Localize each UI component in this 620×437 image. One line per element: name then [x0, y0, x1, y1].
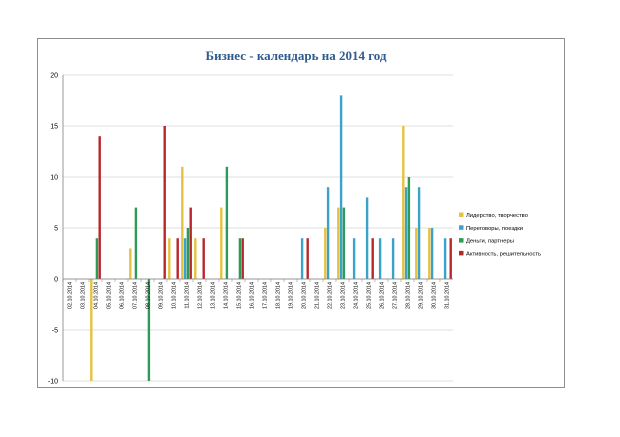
- chart: Бизнес - календарь на 2014 год -10 -5 0 5 10…: [48, 48, 541, 386]
- bar: [342, 207, 346, 279]
- gridlines: [63, 74, 453, 382]
- y-tick-label: 0: [54, 277, 58, 284]
- bar: [181, 166, 184, 279]
- x-tick-label: 30.10.2014: [432, 282, 438, 309]
- legend: Лидерство, творчество Переговоры, поездки…: [459, 212, 541, 257]
- bar: [134, 207, 138, 279]
- x-tick-label: 07.10.2014: [133, 282, 139, 309]
- y-tick-label: -5: [52, 328, 58, 335]
- bar: [391, 238, 395, 279]
- x-tick-label: 21.10.2014: [315, 282, 321, 309]
- bar: [238, 238, 242, 279]
- legend-label: Активность, решительность: [466, 251, 541, 257]
- x-tick-label: 12.10.2014: [198, 282, 204, 309]
- bar: [339, 95, 343, 280]
- bar: [402, 126, 405, 279]
- bar: [378, 238, 382, 279]
- x-tick-label: 25.10.2014: [367, 282, 373, 309]
- bar: [183, 238, 187, 279]
- x-tick-label: 31.10.2014: [445, 282, 451, 309]
- bar: [147, 279, 151, 381]
- bar: [189, 207, 192, 279]
- x-tick-label: 24.10.2014: [354, 282, 360, 309]
- chart-frame: Бизнес - календарь на 2014 год -10 -5 0 5 10…: [37, 38, 565, 388]
- legend-label: Переговоры, поездки: [466, 226, 523, 232]
- legend-swatch: [459, 250, 464, 256]
- bar: [90, 279, 93, 381]
- bar: [306, 238, 309, 279]
- bar: [95, 238, 99, 279]
- x-tick-label: 10.10.2014: [172, 282, 178, 309]
- bar: [365, 197, 369, 279]
- legend-swatch: [459, 212, 464, 217]
- bar: [443, 238, 447, 279]
- x-tick-label: 20.10.2014: [302, 282, 308, 309]
- x-tick-label: 13.10.2014: [211, 282, 217, 309]
- axes: [62, 75, 453, 381]
- y-tick-label: -10: [48, 379, 58, 386]
- x-tick-label: 05.10.2014: [107, 282, 113, 309]
- x-tick-label: 19.10.2014: [289, 282, 295, 309]
- bar: [326, 187, 330, 279]
- bar: [449, 238, 452, 279]
- bar: [186, 228, 190, 279]
- x-tick-label: 11.10.2014: [185, 282, 191, 309]
- bar: [176, 238, 179, 279]
- bar: [194, 238, 197, 279]
- bar: [430, 228, 434, 279]
- legend-label: Лидерство, творчество: [466, 213, 528, 219]
- x-tick-label: 14.10.2014: [224, 282, 230, 309]
- x-tick-label: 29.10.2014: [419, 282, 425, 309]
- bar: [168, 238, 171, 279]
- x-tick-label: 03.10.2014: [81, 282, 87, 309]
- x-tick-label: 06.10.2014: [120, 282, 126, 309]
- bar: [300, 238, 304, 279]
- bar: [371, 238, 374, 279]
- x-tick-label: 26.10.2014: [380, 282, 386, 309]
- bar: [404, 187, 408, 279]
- bar: [241, 238, 244, 279]
- chart-title: Бизнес - календарь на 2014 год: [206, 48, 387, 63]
- y-axis-ticks: -10 -5 0 5 10 15 20: [48, 73, 58, 386]
- x-axis-ticks: 02.10.2014 03.10.2014 04.10.2014 05.10.2014…: [68, 282, 451, 309]
- x-tick-label: 15.10.2014: [237, 282, 243, 309]
- bar: [428, 228, 431, 279]
- legend-swatch: [459, 225, 464, 230]
- bar: [225, 166, 229, 279]
- bar: [220, 207, 223, 279]
- bar: [324, 228, 327, 279]
- bar: [202, 238, 205, 279]
- y-tick-label: 10: [50, 175, 58, 182]
- legend-label: Деньги, партнеры: [466, 239, 514, 245]
- bar: [417, 187, 421, 279]
- x-tick-label: 04.10.2014: [94, 282, 100, 309]
- x-tick-label: 08.10.2014: [146, 282, 152, 309]
- bar: [407, 177, 411, 279]
- y-tick-label: 20: [50, 73, 58, 80]
- bars: [90, 95, 452, 381]
- y-tick-label: 5: [54, 226, 58, 233]
- x-tick-label: 02.10.2014: [68, 282, 74, 309]
- x-tick-label: 09.10.2014: [159, 282, 165, 309]
- bar: [129, 248, 132, 279]
- x-tick-label: 23.10.2014: [341, 282, 347, 309]
- bar: [352, 238, 356, 279]
- bar: [98, 136, 101, 279]
- y-tick-label: 15: [50, 124, 58, 131]
- bar: [415, 228, 418, 279]
- x-tick-label: 18.10.2014: [276, 282, 282, 309]
- bar: [337, 207, 340, 279]
- legend-swatch: [459, 238, 464, 243]
- x-tick-label: 16.10.2014: [250, 282, 256, 309]
- x-tick-label: 17.10.2014: [263, 282, 269, 309]
- x-tick-label: 28.10.2014: [406, 282, 412, 309]
- x-tick-label: 27.10.2014: [393, 282, 399, 309]
- bar: [163, 126, 166, 279]
- x-tick-label: 22.10.2014: [328, 282, 334, 309]
